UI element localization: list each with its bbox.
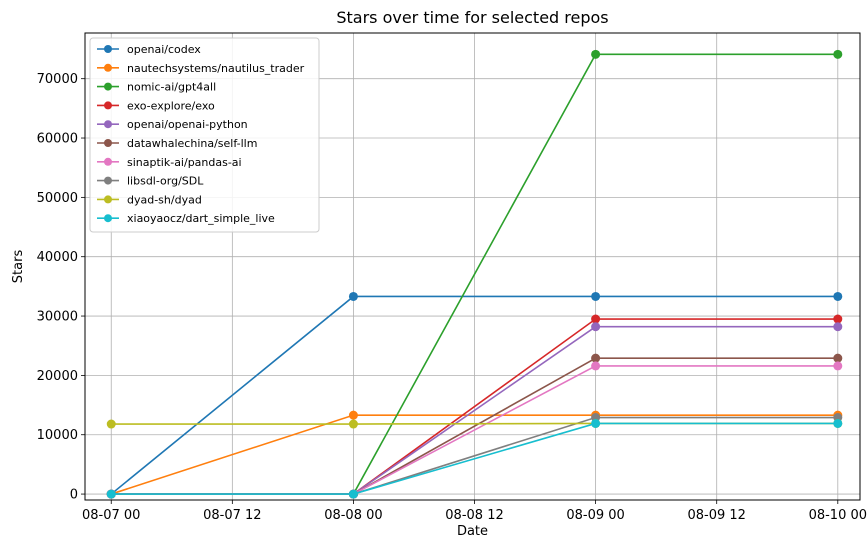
y-tick-label: 50000 [37, 191, 78, 206]
y-tick-label: 60000 [37, 132, 78, 147]
chart-title: Stars over time for selected repos [336, 8, 608, 27]
legend-entry: exo-explore/exo [97, 99, 215, 112]
data-point [591, 291, 601, 301]
data-point [833, 322, 843, 332]
legend-box [89, 37, 320, 233]
data-point [591, 314, 601, 324]
y-tick-label: 20000 [37, 369, 78, 384]
series-9 [106, 418, 843, 499]
data-point [106, 489, 116, 499]
data-point [348, 489, 358, 499]
legend-entry: nomic-ai/gpt4all [97, 81, 216, 94]
legend-label: dyad-sh/dyad [127, 193, 202, 206]
x-tick-label: 08-10 00 [809, 508, 867, 523]
legend-marker [104, 45, 112, 53]
legend-entry: xiaoyaocz/dart_simple_live [97, 212, 275, 225]
series-lines [106, 49, 843, 499]
legend-marker [104, 195, 112, 204]
y-tick-label: 70000 [37, 72, 78, 87]
legend-entry: datawhalechina/self-llm [97, 137, 257, 150]
data-point [833, 314, 843, 324]
y-tick-label: 0 [70, 488, 78, 503]
legend-entry: openai/openai-python [97, 118, 248, 131]
legend-marker [104, 120, 112, 129]
legend-label: libsdl-org/SDL [127, 175, 204, 188]
legend-entry: libsdl-org/SDL [97, 175, 204, 188]
data-point [833, 291, 843, 301]
data-point [591, 361, 601, 371]
legend-entry: sinaptik-ai/pandas-ai [97, 156, 242, 169]
series-0 [106, 291, 843, 499]
legend-label: openai/openai-python [127, 118, 248, 131]
legend-entry: nautechsystems/nautilus_trader [97, 62, 305, 75]
y-tick-label: 40000 [37, 250, 78, 265]
legend-marker [104, 176, 112, 185]
data-point [348, 291, 358, 301]
data-point [833, 361, 843, 371]
legend-label: xiaoyaocz/dart_simple_live [127, 212, 275, 225]
legend-label: exo-explore/exo [127, 99, 215, 112]
data-point [348, 410, 358, 420]
data-point [106, 419, 116, 429]
legend-label: openai/codex [127, 43, 201, 56]
legend: openai/codex nautechsystems/nautilus_trad… [89, 37, 320, 233]
legend-label: sinaptik-ai/pandas-ai [127, 156, 242, 169]
legend-marker [104, 63, 112, 72]
series-line [111, 422, 838, 495]
data-point [833, 49, 843, 59]
legend-marker [104, 157, 112, 166]
legend-marker [104, 214, 112, 223]
legend-marker [104, 139, 112, 147]
legend-marker [104, 82, 112, 91]
legend-entry: dyad-sh/dyad [97, 193, 202, 206]
y-axis-label: Stars [11, 250, 26, 284]
legend-marker [104, 101, 112, 110]
y-tick-label: 30000 [37, 310, 78, 325]
x-tick-label: 08-08 12 [445, 508, 503, 523]
legend-label: nomic-ai/gpt4all [127, 81, 216, 94]
data-point [833, 353, 843, 363]
x-tick-label: 08-09 12 [687, 508, 745, 523]
data-point [348, 419, 358, 429]
x-tick-label: 08-07 12 [203, 508, 261, 523]
x-tick-label: 08-08 00 [324, 508, 382, 523]
y-tick-label: 10000 [37, 428, 78, 443]
legend-label: datawhalechina/self-llm [127, 137, 257, 150]
series-line [110, 414, 838, 495]
x-tick-label: 08-07 00 [82, 508, 140, 523]
series-line [110, 295, 838, 495]
data-point [591, 49, 601, 59]
x-tick-label: 08-09 00 [566, 508, 624, 523]
plot-frame [84, 32, 861, 501]
legend-entry: openai/codex [97, 43, 201, 56]
data-point [833, 418, 843, 428]
axis-ticks: 08-07 00 08-07 12 08-08 00 08-08 12 08-09 00… [37, 72, 867, 523]
x-axis-label: Date [457, 524, 488, 539]
legend-label: nautechsystems/nautilus_trader [127, 62, 305, 75]
data-point [591, 418, 601, 428]
data-point [591, 353, 601, 363]
data-point [591, 322, 601, 332]
